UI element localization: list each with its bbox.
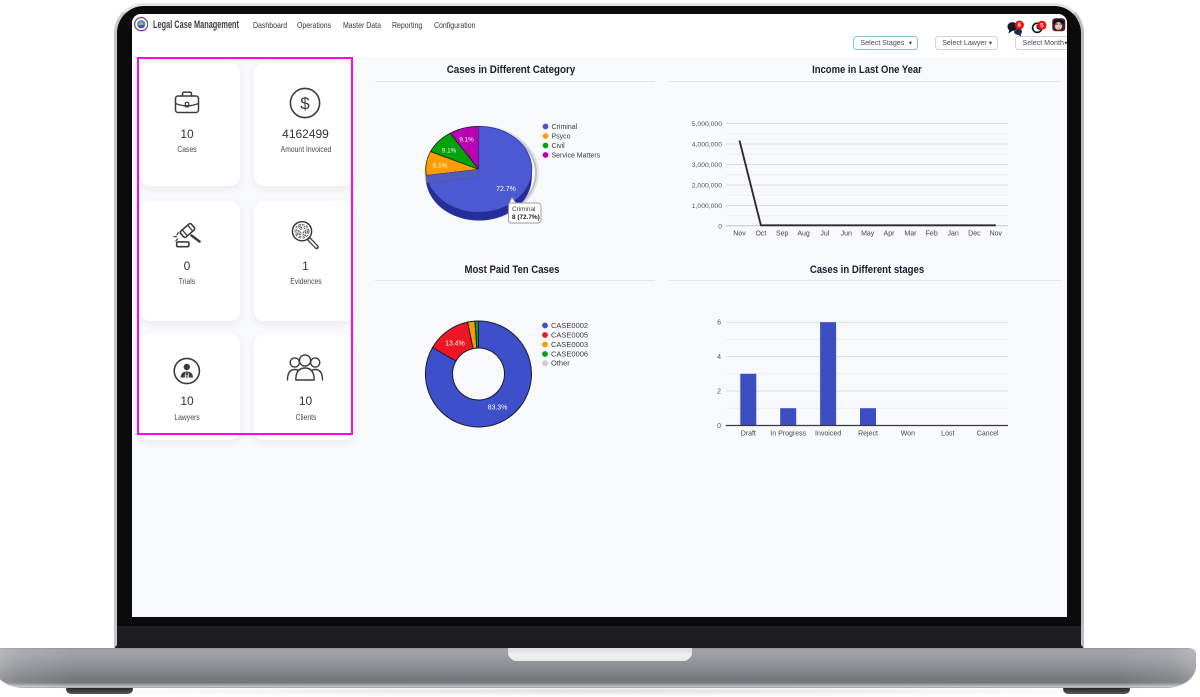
svg-text:4,000,000: 4,000,000 — [692, 142, 722, 149]
svg-text:Jun: Jun — [841, 231, 852, 238]
svg-text:1,000,000: 1,000,000 — [692, 203, 722, 210]
svg-text:2,000,000: 2,000,000 — [692, 183, 722, 190]
svg-text:Aug: Aug — [797, 231, 810, 238]
svg-text:2: 2 — [717, 389, 721, 396]
svg-text:Reject: Reject — [858, 431, 878, 438]
svg-text:Dec: Dec — [968, 231, 981, 238]
svg-text:Sep: Sep — [776, 231, 789, 238]
svg-text:Nov: Nov — [990, 231, 1003, 238]
svg-text:Jan: Jan — [947, 231, 958, 238]
svg-text:Jul: Jul — [820, 231, 829, 238]
svg-text:72.7%: 72.7% — [496, 186, 516, 193]
svg-text:Lost: Lost — [941, 431, 954, 438]
svg-text:5,000,000: 5,000,000 — [692, 121, 722, 128]
svg-text:5: 5 — [1040, 23, 1044, 30]
svg-text:Criminal: Criminal — [512, 206, 535, 213]
svg-text:Nov: Nov — [733, 231, 746, 238]
svg-text:8 (72.7%): 8 (72.7%) — [512, 214, 540, 221]
svg-text:0: 0 — [717, 423, 721, 430]
svg-text:Civil: Civil — [552, 143, 566, 150]
svg-text:Psyco: Psyco — [552, 134, 571, 141]
svg-text:Oct: Oct — [755, 231, 766, 238]
svg-text:4: 4 — [717, 354, 721, 361]
svg-text:0: 0 — [718, 223, 722, 230]
svg-text:Mar: Mar — [904, 231, 917, 238]
svg-text:CASE0002: CASE0002 — [551, 321, 588, 330]
svg-text:In Progress: In Progress — [770, 431, 806, 438]
svg-text:9.1%: 9.1% — [433, 163, 448, 170]
svg-text:Cancel: Cancel — [977, 431, 999, 438]
svg-text:9.1%: 9.1% — [442, 148, 457, 155]
svg-text:Criminal: Criminal — [552, 124, 578, 131]
svg-text:CASE0005: CASE0005 — [551, 331, 588, 340]
svg-text:83.3%: 83.3% — [488, 405, 508, 412]
svg-text:Invoiced: Invoiced — [815, 431, 841, 438]
svg-text:Service Matters: Service Matters — [552, 153, 601, 160]
svg-text:CASE0003: CASE0003 — [551, 340, 588, 349]
svg-text:6: 6 — [717, 320, 721, 327]
svg-text:6: 6 — [1017, 22, 1021, 29]
svg-text:Feb: Feb — [926, 231, 938, 238]
svg-text:9.1%: 9.1% — [459, 137, 474, 144]
svg-text:13.4%: 13.4% — [445, 341, 465, 348]
svg-text:Won: Won — [901, 431, 915, 438]
svg-text:Draft: Draft — [741, 431, 756, 438]
svg-text:May: May — [861, 231, 875, 238]
svg-text:Apr: Apr — [884, 231, 896, 238]
svg-text:CASE0006: CASE0006 — [551, 350, 588, 359]
svg-text:3,000,000: 3,000,000 — [692, 162, 722, 169]
svg-text:Other: Other — [551, 359, 570, 368]
svg-text:$: $ — [300, 94, 310, 113]
